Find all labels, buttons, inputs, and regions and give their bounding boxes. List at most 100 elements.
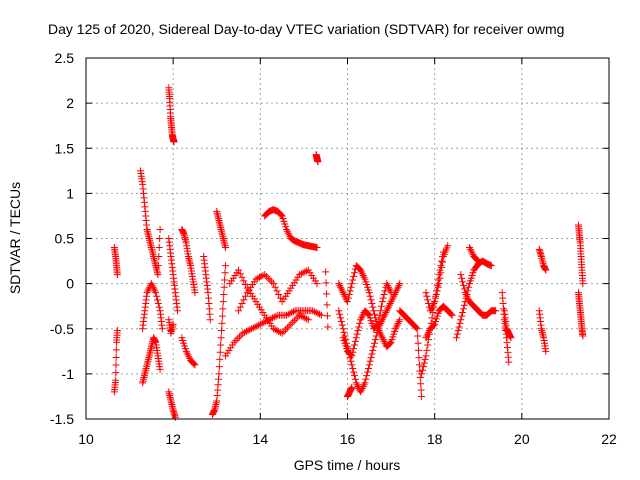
data-point	[387, 298, 395, 306]
data-point	[357, 388, 365, 396]
data-point	[275, 290, 283, 298]
data-point	[426, 307, 434, 315]
data-point	[433, 287, 441, 295]
data-point	[350, 372, 358, 380]
data-point	[370, 343, 378, 351]
data-point	[462, 290, 470, 298]
data-point	[353, 381, 361, 389]
data-point	[340, 328, 348, 336]
data-point	[367, 296, 375, 304]
data-point	[220, 290, 228, 298]
data-point	[282, 311, 290, 319]
data-point	[487, 262, 495, 270]
data-point	[147, 280, 155, 288]
data-point	[313, 280, 321, 288]
data-point	[392, 287, 400, 295]
data-point	[418, 370, 426, 378]
data-point	[153, 296, 161, 304]
data-point	[456, 319, 464, 327]
x-tick-label: 10	[78, 431, 94, 447]
data-point	[381, 310, 389, 318]
data-point	[339, 325, 347, 333]
data-point	[352, 379, 360, 387]
data-point	[251, 323, 259, 331]
data-point	[372, 322, 380, 330]
data-point	[185, 353, 193, 361]
data-point	[371, 336, 379, 344]
data-point	[364, 368, 372, 376]
data-point	[430, 321, 438, 329]
data-point	[301, 268, 309, 276]
data-point	[431, 298, 439, 306]
data-point	[365, 361, 373, 369]
data-point	[174, 307, 182, 315]
y-tick-label: -1	[62, 366, 75, 382]
data-point	[230, 338, 238, 346]
data-point	[415, 361, 423, 369]
data-point	[434, 276, 442, 284]
data-point	[360, 381, 368, 389]
data-point	[376, 328, 384, 336]
data-point	[283, 324, 291, 332]
data-point	[350, 368, 358, 376]
data-point	[282, 225, 290, 233]
data-point	[253, 322, 261, 330]
data-point	[238, 273, 246, 281]
x-tick-labels: 10 12 14 16 18 20 22	[78, 431, 617, 447]
data-point	[221, 269, 229, 277]
data-point	[448, 311, 456, 319]
data-point	[386, 339, 394, 347]
data-point	[219, 298, 227, 306]
data-point	[323, 290, 331, 298]
data-point	[269, 325, 277, 333]
data-point	[282, 326, 290, 334]
data-point	[377, 332, 385, 340]
data-point	[349, 348, 357, 356]
data-point	[153, 292, 161, 300]
y-tick-label: 0.5	[55, 231, 75, 247]
data-point	[389, 294, 397, 302]
data-point	[411, 323, 419, 331]
data-point	[269, 314, 277, 322]
data-point	[419, 363, 427, 371]
data-point	[394, 283, 402, 291]
data-point	[242, 292, 250, 300]
data-point	[343, 296, 351, 304]
data-point	[182, 347, 190, 355]
data-point	[376, 311, 384, 319]
data-point	[418, 392, 426, 400]
data-point	[234, 335, 242, 343]
data-point	[369, 346, 377, 354]
data-point	[148, 281, 156, 289]
y-axis-label: SDTVAR / TECUs	[7, 182, 23, 294]
data-point	[579, 280, 587, 288]
data-point	[542, 347, 550, 355]
data-point	[361, 379, 369, 387]
data-point	[155, 253, 163, 261]
data-point	[335, 307, 343, 315]
data-point	[154, 299, 162, 307]
y-tick-label: 1	[66, 185, 74, 201]
data-point	[417, 386, 425, 394]
data-point	[351, 375, 359, 383]
data-point	[377, 330, 385, 338]
data-point	[221, 244, 229, 252]
data-point	[171, 413, 179, 421]
data-point	[248, 325, 256, 333]
data-point	[112, 369, 120, 377]
data-point	[347, 283, 355, 291]
data-point	[217, 334, 225, 342]
data-point	[246, 326, 254, 334]
data-point	[370, 307, 378, 315]
data-point	[341, 292, 349, 300]
data-point	[393, 285, 401, 293]
data-point	[417, 380, 425, 388]
data-point	[414, 332, 422, 340]
data-point	[285, 322, 293, 330]
data-point	[264, 274, 272, 282]
data-point	[459, 278, 467, 286]
data-point	[284, 310, 292, 318]
data-point	[341, 332, 349, 340]
data-point	[460, 285, 468, 293]
data-point	[380, 337, 388, 345]
